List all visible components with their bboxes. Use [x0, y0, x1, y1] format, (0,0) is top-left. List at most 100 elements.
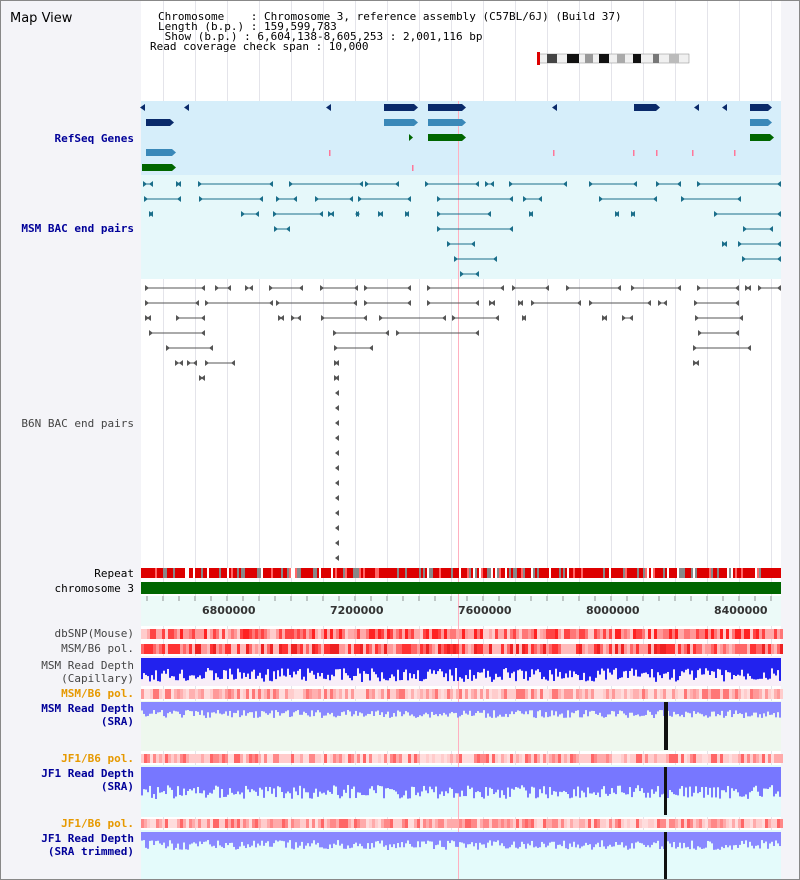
- msm-capillary-depth-bar: [383, 658, 385, 679]
- polymorphism-cell: [687, 629, 690, 639]
- repeat-segment: [725, 568, 727, 578]
- polymorphism-cell: [672, 644, 675, 654]
- repeat-segment: [155, 568, 157, 578]
- polymorphism-cell: [477, 819, 480, 828]
- msm-capillary-depth-bar: [347, 658, 349, 676]
- polymorphism-cell: [684, 629, 687, 639]
- bac-end-marker: [149, 211, 153, 217]
- msm-sra-depth-bar: [239, 702, 241, 718]
- polymorphism-cell: [300, 689, 303, 699]
- polymorphism-cell: [147, 819, 150, 828]
- polymorphism-cell: [279, 689, 282, 699]
- polymorphism-cell: [348, 754, 351, 763]
- jf1-trim-depth-bar: [343, 832, 345, 849]
- repeat-segment: [309, 568, 311, 578]
- gene-tick: [734, 150, 736, 156]
- jf1-trim-depth-bar: [447, 832, 449, 841]
- polymorphism-cell: [492, 819, 495, 828]
- jf1-trim-depth-bar: [165, 832, 167, 849]
- msm-capillary-depth-bar: [561, 658, 563, 679]
- polymorphism-cell: [342, 629, 345, 639]
- polymorphism-cell: [171, 819, 174, 828]
- track-label-msm-bac[interactable]: MSM BAC end pairs: [21, 222, 134, 235]
- jf1-sra-depth-bar: [379, 767, 381, 787]
- polymorphism-cell: [624, 644, 627, 654]
- repeat-segment: [217, 568, 219, 578]
- polymorphism-cell: [486, 819, 489, 828]
- bac-end-marker: [495, 315, 499, 321]
- gene-tick: [412, 165, 414, 171]
- jf1-trim-depth-bar: [707, 832, 709, 841]
- polymorphism-cell: [231, 689, 234, 699]
- bac-end-marker: [677, 285, 681, 291]
- jf1-trim-depth-bar: [603, 832, 605, 847]
- polymorphism-cell: [258, 629, 261, 639]
- msm-sra-depth-bar: [639, 702, 641, 717]
- jf1-sra-depth-bar: [625, 767, 627, 795]
- msm-sra-depth-bar: [729, 702, 731, 711]
- msm-sra-depth-bar: [281, 702, 283, 714]
- msm-sra-depth-bar: [445, 702, 447, 715]
- msm-sra-depth-bar: [263, 702, 265, 712]
- msm-sra-depth-bar: [147, 702, 149, 716]
- jf1-trim-depth-bar: [273, 832, 275, 844]
- track-label-b6n-bac[interactable]: B6N BAC end pairs: [21, 417, 134, 430]
- msm-capillary-depth-bar: [285, 658, 287, 677]
- polymorphism-cell: [771, 754, 774, 763]
- jf1-sra-depth-bar: [273, 767, 275, 789]
- polymorphism-cell: [288, 644, 291, 654]
- jf1-trim-depth-bar: [239, 832, 241, 847]
- refseq-gene: [428, 119, 462, 126]
- jf1-sra-depth-bar: [519, 767, 521, 789]
- track-label-refseq[interactable]: RefSeq Genes: [54, 132, 134, 145]
- msm-capillary-depth-bar: [747, 658, 749, 674]
- polymorphism-cell: [537, 644, 540, 654]
- repeat-segment: [357, 568, 359, 578]
- polymorphism-cell: [759, 689, 762, 699]
- bac-end-marker: [335, 555, 339, 561]
- msm-sra-depth-bar: [595, 702, 597, 714]
- jf1-trim-depth-bar: [395, 832, 397, 849]
- polymorphism-cell: [300, 644, 303, 654]
- polymorphism-cell: [351, 754, 354, 763]
- polymorphism-cell: [306, 819, 309, 828]
- jf1-trim-depth-bar: [709, 832, 711, 842]
- jf1-sra-depth-bar: [319, 767, 321, 792]
- bac-end-marker: [695, 315, 699, 321]
- polymorphism-cell: [714, 689, 717, 699]
- msm-capillary-depth-bar: [277, 658, 279, 671]
- polymorphism-cell: [294, 689, 297, 699]
- msm-capillary-depth-bar: [153, 658, 155, 680]
- polymorphism-cell: [189, 644, 192, 654]
- jf1-trim-depth-bar: [323, 832, 325, 849]
- bac-end-marker: [149, 330, 153, 336]
- bac-end-marker: [245, 285, 249, 291]
- jf1-trim-depth-bar: [615, 832, 617, 843]
- repeat-segment: [733, 568, 735, 578]
- jf1-sra-depth-bar: [317, 767, 319, 797]
- polymorphism-cell: [171, 754, 174, 763]
- polymorphism-cell: [663, 819, 666, 828]
- msm-capillary-depth-bar: [511, 658, 513, 674]
- polymorphism-cell: [144, 754, 147, 763]
- polymorphism-cell: [399, 754, 402, 763]
- polymorphism-cell: [777, 754, 780, 763]
- polymorphism-cell: [291, 629, 294, 639]
- bac-end-marker: [529, 211, 533, 217]
- jf1-trim-depth-bar: [143, 832, 145, 841]
- jf1-trim-depth-bar: [167, 832, 169, 847]
- bac-end-marker: [205, 360, 209, 366]
- msm-sra-depth-bar: [173, 702, 175, 711]
- polymorphism-cell: [624, 819, 627, 828]
- polymorphism-cell: [438, 754, 441, 763]
- polymorphism-cell: [633, 754, 636, 763]
- polymorphism-cell: [285, 819, 288, 828]
- jf1-sra-depth-bar: [571, 767, 573, 798]
- jf1-sra-depth-bar: [207, 767, 209, 795]
- polymorphism-cell: [237, 689, 240, 699]
- jf1-sra-depth-bar: [647, 767, 649, 793]
- msm-capillary-depth-bar: [255, 658, 257, 679]
- repeat-segment: [203, 568, 205, 578]
- msm-capillary-depth-bar: [585, 658, 587, 682]
